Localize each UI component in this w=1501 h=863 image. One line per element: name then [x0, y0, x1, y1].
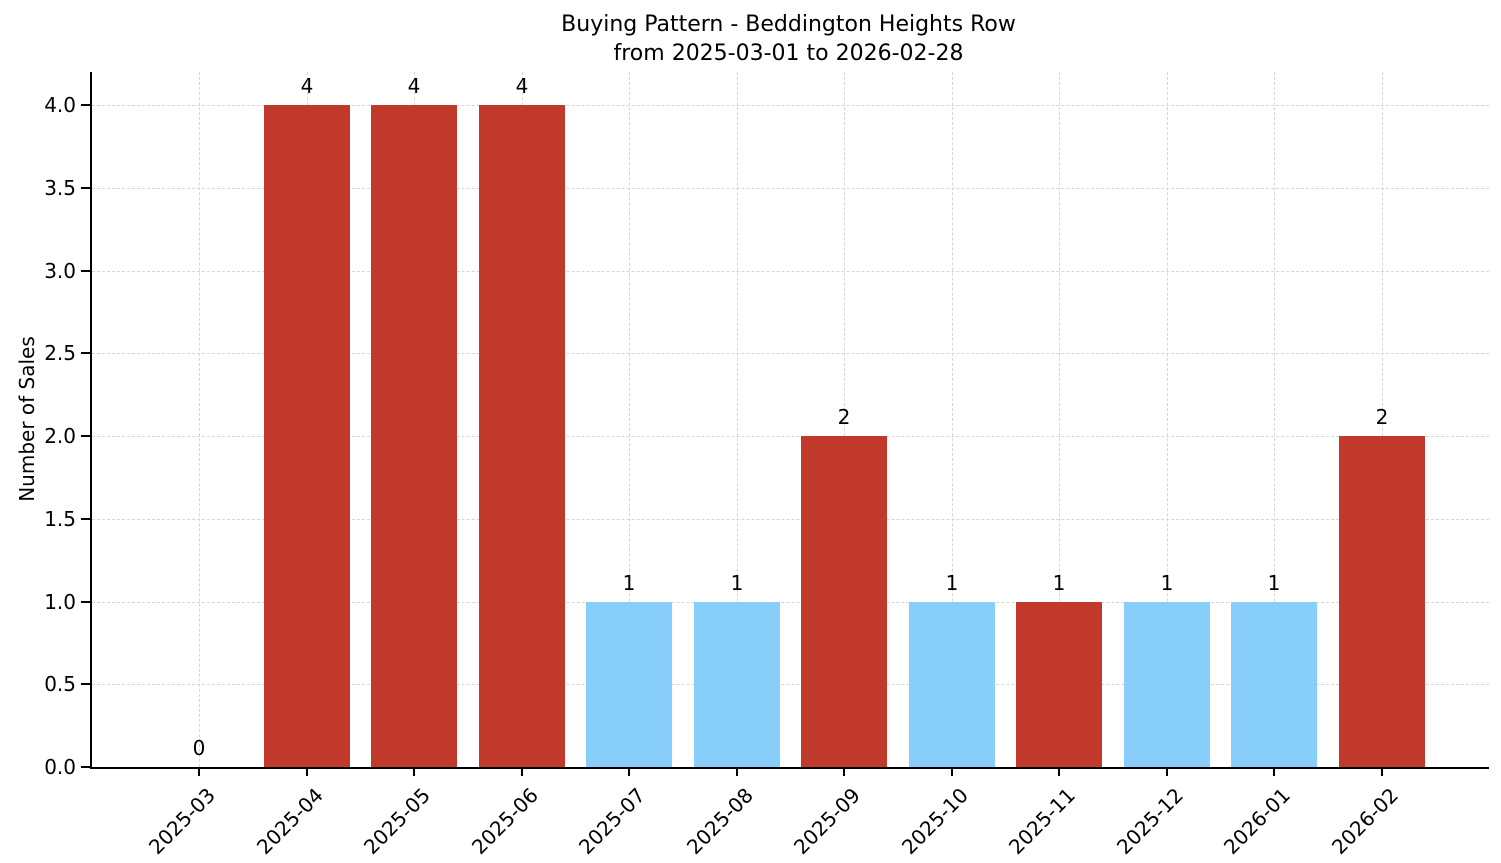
- bar-value-label: 2: [1375, 405, 1389, 429]
- gridline-horizontal: [92, 518, 1489, 520]
- x-tick-mark: [951, 767, 953, 776]
- y-tick-mark: [81, 352, 90, 355]
- gridline-horizontal: [92, 684, 1489, 686]
- gridline-vertical: [952, 72, 953, 767]
- bar: [1339, 436, 1425, 767]
- bar: [694, 602, 780, 767]
- bar: [1124, 602, 1210, 767]
- bar-value-label: 1: [1267, 571, 1281, 595]
- plot-area: 0.0 0.5 1.0 1.5 2.0 2.5 3.0 3.5 4.0 0 2025-03 4 2025…: [44, 72, 1489, 859]
- bar-value-label: 4: [515, 74, 529, 98]
- gridline-horizontal: [92, 353, 1489, 355]
- bar-value-label: 1: [730, 571, 744, 595]
- gridline-vertical: [1059, 72, 1060, 767]
- y-tick-mark: [81, 600, 90, 603]
- gridline-vertical: [844, 72, 845, 767]
- y-tick-label: 2.5: [44, 341, 76, 366]
- gridline-vertical: [1167, 72, 1168, 767]
- y-tick-label: 0.5: [44, 672, 76, 697]
- y-tick-label: 4.0: [44, 93, 76, 118]
- bar: [371, 105, 457, 767]
- bar: [1016, 602, 1102, 767]
- gridline-horizontal: [92, 187, 1489, 189]
- bar: [586, 602, 672, 767]
- bar-value-label: 1: [622, 571, 636, 595]
- y-tick-mark: [81, 186, 90, 189]
- x-tick-mark: [1058, 767, 1060, 776]
- y-axis-label: Number of Sales: [15, 336, 39, 502]
- gridline-horizontal: [92, 436, 1489, 438]
- bar: [264, 105, 350, 767]
- bar-value-label: 1: [1160, 571, 1174, 595]
- y-tick-label: 1.5: [44, 506, 76, 531]
- gridline-vertical: [199, 72, 200, 767]
- gridline-vertical: [1274, 72, 1275, 767]
- gridline-horizontal: [92, 105, 1489, 107]
- gridline-vertical: [629, 72, 630, 767]
- gridline-horizontal: [92, 601, 1489, 603]
- chart-title-line-2: from 2025-03-01 to 2026-02-28: [613, 41, 964, 67]
- y-tick-label: 3.0: [44, 258, 76, 283]
- chart-title: Buying Pattern - Beddington Heights Row …: [90, 10, 1487, 68]
- bar-value-label: 1: [945, 571, 959, 595]
- x-tick-mark: [736, 767, 738, 776]
- y-tick-mark: [81, 683, 90, 686]
- bar-value-label: 2: [837, 405, 851, 429]
- gridline-vertical: [1382, 72, 1383, 767]
- bar-value-label: 0: [192, 736, 206, 760]
- x-tick-mark: [1381, 767, 1383, 776]
- bar-value-label: 1: [1052, 571, 1066, 595]
- x-tick-mark: [1166, 767, 1168, 776]
- x-tick-mark: [521, 767, 523, 776]
- chart-title-line-1: Buying Pattern - Beddington Heights Row: [561, 12, 1016, 37]
- gridline-vertical: [737, 72, 738, 767]
- x-tick-mark: [628, 767, 630, 776]
- x-tick-mark: [843, 767, 845, 776]
- bar: [1231, 602, 1317, 767]
- y-tick-mark: [81, 766, 90, 768]
- y-tick-mark: [81, 517, 90, 520]
- gridline-horizontal: [92, 270, 1489, 272]
- y-tick-label: 3.5: [44, 175, 76, 200]
- bar-value-label: 4: [407, 74, 421, 98]
- bar: [479, 105, 565, 767]
- bar-value-label: 4: [300, 74, 314, 98]
- y-tick-label: 1.0: [44, 589, 76, 614]
- x-tick-label: 2025-03: [143, 783, 220, 860]
- y-tick-mark: [81, 104, 90, 107]
- y-tick-mark: [81, 435, 90, 438]
- y-tick-mark: [81, 269, 90, 272]
- y-tick-label: 2.0: [44, 424, 76, 449]
- x-tick-mark: [1273, 767, 1275, 776]
- bar: [909, 602, 995, 767]
- bar: [801, 436, 887, 767]
- y-tick-label: 0.0: [44, 755, 76, 779]
- x-tick-mark: [413, 767, 415, 776]
- x-tick-mark: [198, 767, 200, 776]
- x-tick-mark: [306, 767, 308, 776]
